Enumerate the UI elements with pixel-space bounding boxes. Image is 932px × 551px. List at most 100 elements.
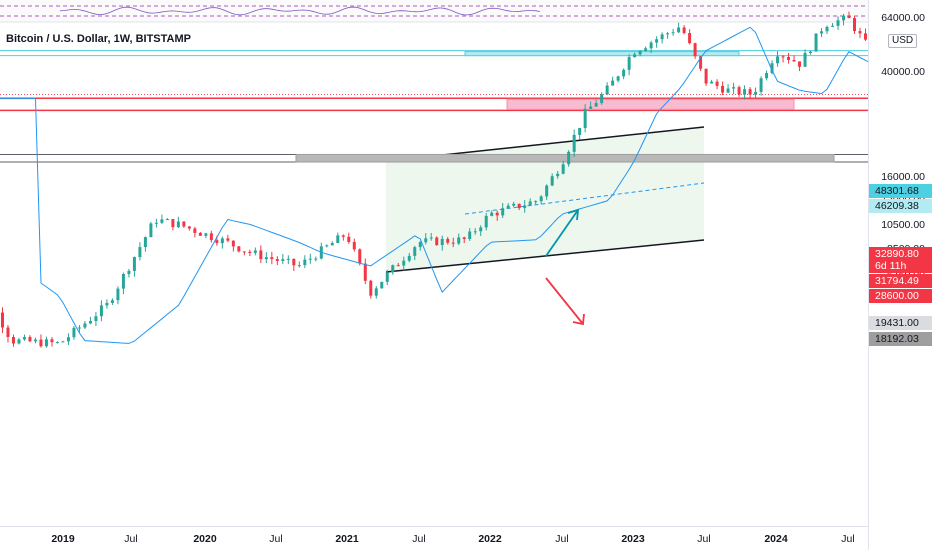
candle-body-up — [380, 281, 384, 289]
candle-body-down — [275, 259, 279, 261]
channel-fill — [386, 127, 704, 272]
candle-body-up — [418, 242, 422, 248]
time-tick-label: Jul — [269, 533, 283, 545]
candle-body-up — [633, 54, 637, 58]
time-axis[interactable] — [0, 526, 868, 551]
candle-body-down — [721, 85, 725, 93]
candle-body-up — [457, 237, 461, 244]
candle-body-down — [699, 56, 703, 69]
candle-body-up — [589, 106, 593, 109]
time-tick-label: 2022 — [478, 533, 502, 545]
candle-body-up — [726, 88, 730, 93]
price-tick-label: 40000.00 — [881, 66, 925, 79]
candle-body-down — [682, 27, 686, 34]
candle-body-down — [50, 339, 54, 343]
candle-body-down — [270, 257, 274, 260]
candle-body-up — [374, 288, 378, 296]
candle-body-down — [259, 250, 263, 260]
price-label: 18192.03 — [869, 332, 932, 346]
time-tick-label: 2021 — [335, 533, 359, 545]
time-tick-label: Jul — [841, 533, 855, 545]
candle-body-up — [484, 215, 488, 228]
candle-body-up — [809, 51, 813, 53]
currency-label[interactable]: USD — [888, 34, 918, 48]
candle-body-down — [11, 336, 15, 344]
candle-body-down — [363, 263, 367, 281]
time-tick-label: 2023 — [621, 533, 645, 545]
candle-body-up — [671, 32, 675, 34]
candle-body-up — [836, 20, 840, 26]
candle-body-up — [413, 247, 417, 256]
price-label: 32890.80 — [869, 247, 932, 261]
candle-body-up — [655, 39, 659, 43]
candle-body-down — [787, 57, 791, 60]
candle-body-up — [325, 245, 329, 247]
candle-body-up — [160, 219, 164, 223]
candle-body-down — [209, 233, 213, 241]
candle-body-down — [248, 251, 252, 253]
candle-body-down — [369, 280, 373, 296]
candle-body-down — [748, 89, 752, 95]
candle-body-up — [286, 258, 290, 260]
candle-body-up — [105, 302, 109, 306]
indicator-pane — [0, 0, 868, 22]
candle-body-up — [61, 341, 65, 343]
candle-body-up — [501, 208, 505, 216]
candles — [0, 11, 868, 348]
price-chart[interactable] — [0, 0, 868, 526]
candle-body-up — [600, 94, 604, 104]
candle-body-up — [297, 265, 301, 267]
candle-body-down — [347, 236, 351, 243]
candle-body-up — [33, 339, 37, 342]
candle-body-up — [391, 265, 395, 273]
candle-body-up — [528, 201, 532, 206]
gray-zone — [295, 153, 835, 163]
candle-body-up — [55, 342, 59, 344]
candle-body-up — [116, 288, 120, 301]
price-label: 48301.68 — [869, 184, 932, 198]
candle-body-up — [22, 337, 26, 340]
candle-body-down — [0, 312, 4, 328]
candle-body-up — [44, 339, 48, 347]
candle-body-down — [215, 240, 219, 244]
candle-body-up — [594, 103, 598, 107]
down-arrow-head — [572, 313, 585, 326]
candle-body-up — [264, 257, 268, 260]
candle-body-up — [842, 15, 846, 21]
candle-body-down — [396, 265, 400, 267]
candle-body-up — [94, 316, 98, 321]
candle-body-up — [765, 73, 769, 79]
candle-body-up — [154, 222, 158, 224]
candle-body-up — [165, 219, 169, 221]
candle-body-down — [495, 212, 499, 216]
channel-lower-line — [385, 239, 705, 273]
indicator-line — [59, 6, 541, 16]
candle-body-down — [292, 258, 296, 266]
candle-body-down — [231, 240, 235, 247]
candle-body-down — [446, 238, 450, 243]
candle-body-up — [424, 238, 428, 243]
candle-body-up — [336, 235, 340, 243]
candle-body-up — [429, 237, 433, 239]
resistance-zone — [464, 51, 740, 57]
candle-body-down — [193, 228, 197, 233]
candle-body-down — [237, 246, 241, 252]
candle-body-up — [770, 63, 774, 74]
candle-body-up — [479, 227, 483, 232]
candle-body-up — [638, 50, 642, 55]
candle-body-up — [66, 337, 70, 342]
moving-average-line — [0, 26, 868, 344]
candle-body-down — [352, 242, 356, 250]
candle-body-down — [704, 68, 708, 84]
channel-mid-dashed — [464, 182, 705, 215]
candle-body-down — [28, 337, 32, 342]
candle-body-up — [220, 238, 224, 244]
candle-body-down — [358, 249, 362, 264]
candle-body-up — [281, 259, 285, 261]
candle-body-down — [462, 237, 466, 240]
candle-body-up — [561, 164, 565, 174]
candle-body-up — [523, 205, 527, 209]
candle-body-down — [693, 43, 697, 57]
candle-body-up — [660, 34, 664, 40]
